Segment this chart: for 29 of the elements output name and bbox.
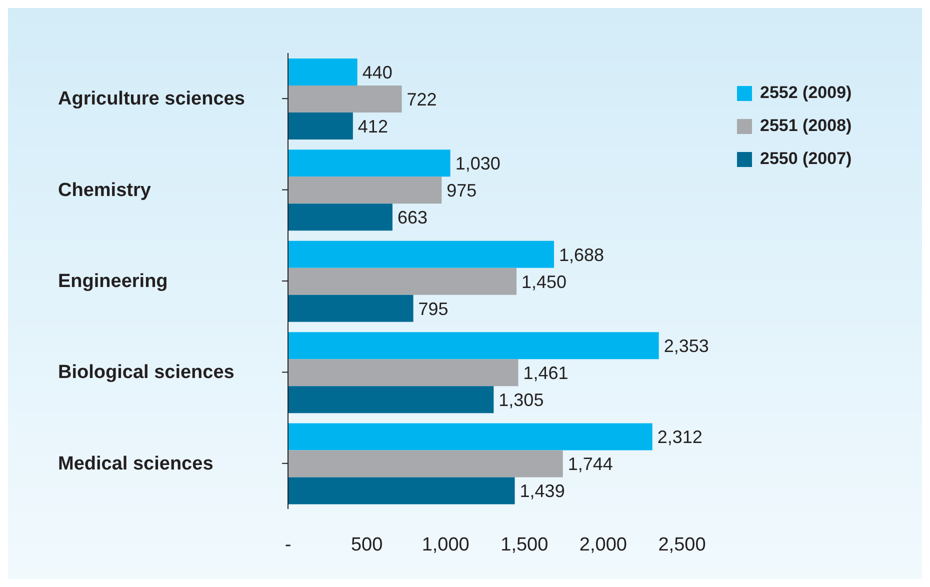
- data-label: 1,688: [559, 244, 604, 265]
- data-label: 1,439: [520, 481, 565, 502]
- data-label: 1,744: [568, 454, 613, 474]
- y-tick-label: Biological sciences: [58, 362, 234, 384]
- data-label: 722: [406, 89, 437, 110]
- data-label: 1,030: [455, 154, 500, 174]
- x-tick-label: 2,000: [579, 534, 627, 556]
- legend-label: 2552 (2009): [760, 83, 852, 103]
- x-tick-label: 1,500: [500, 534, 548, 556]
- data-label: 1,450: [522, 272, 567, 292]
- y-tick-label: Agriculture sciences: [58, 88, 245, 110]
- legend-label: 2550 (2007): [760, 149, 852, 169]
- x-tick-label: 2,500: [658, 534, 706, 556]
- data-label: 795: [418, 298, 448, 319]
- data-label: 412: [358, 116, 388, 136]
- y-tick-label: Medical sciences: [58, 453, 214, 474]
- data-label: 440: [362, 62, 392, 82]
- y-tick-label: Engineering: [58, 271, 168, 292]
- data-label: 1,305: [498, 390, 544, 410]
- x-tick-label: -: [284, 534, 292, 556]
- y-tick-label: Chemistry: [58, 180, 152, 201]
- data-label: 1,461: [523, 362, 568, 383]
- legend-label: 2551 (2008): [760, 116, 852, 136]
- x-tick-label: 500: [350, 534, 383, 556]
- data-label: 2,312: [657, 427, 702, 448]
- data-label: 975: [446, 180, 477, 201]
- x-tick-label: 1,000: [422, 534, 470, 556]
- data-label: 663: [397, 208, 428, 228]
- data-label: 2,353: [664, 336, 709, 356]
